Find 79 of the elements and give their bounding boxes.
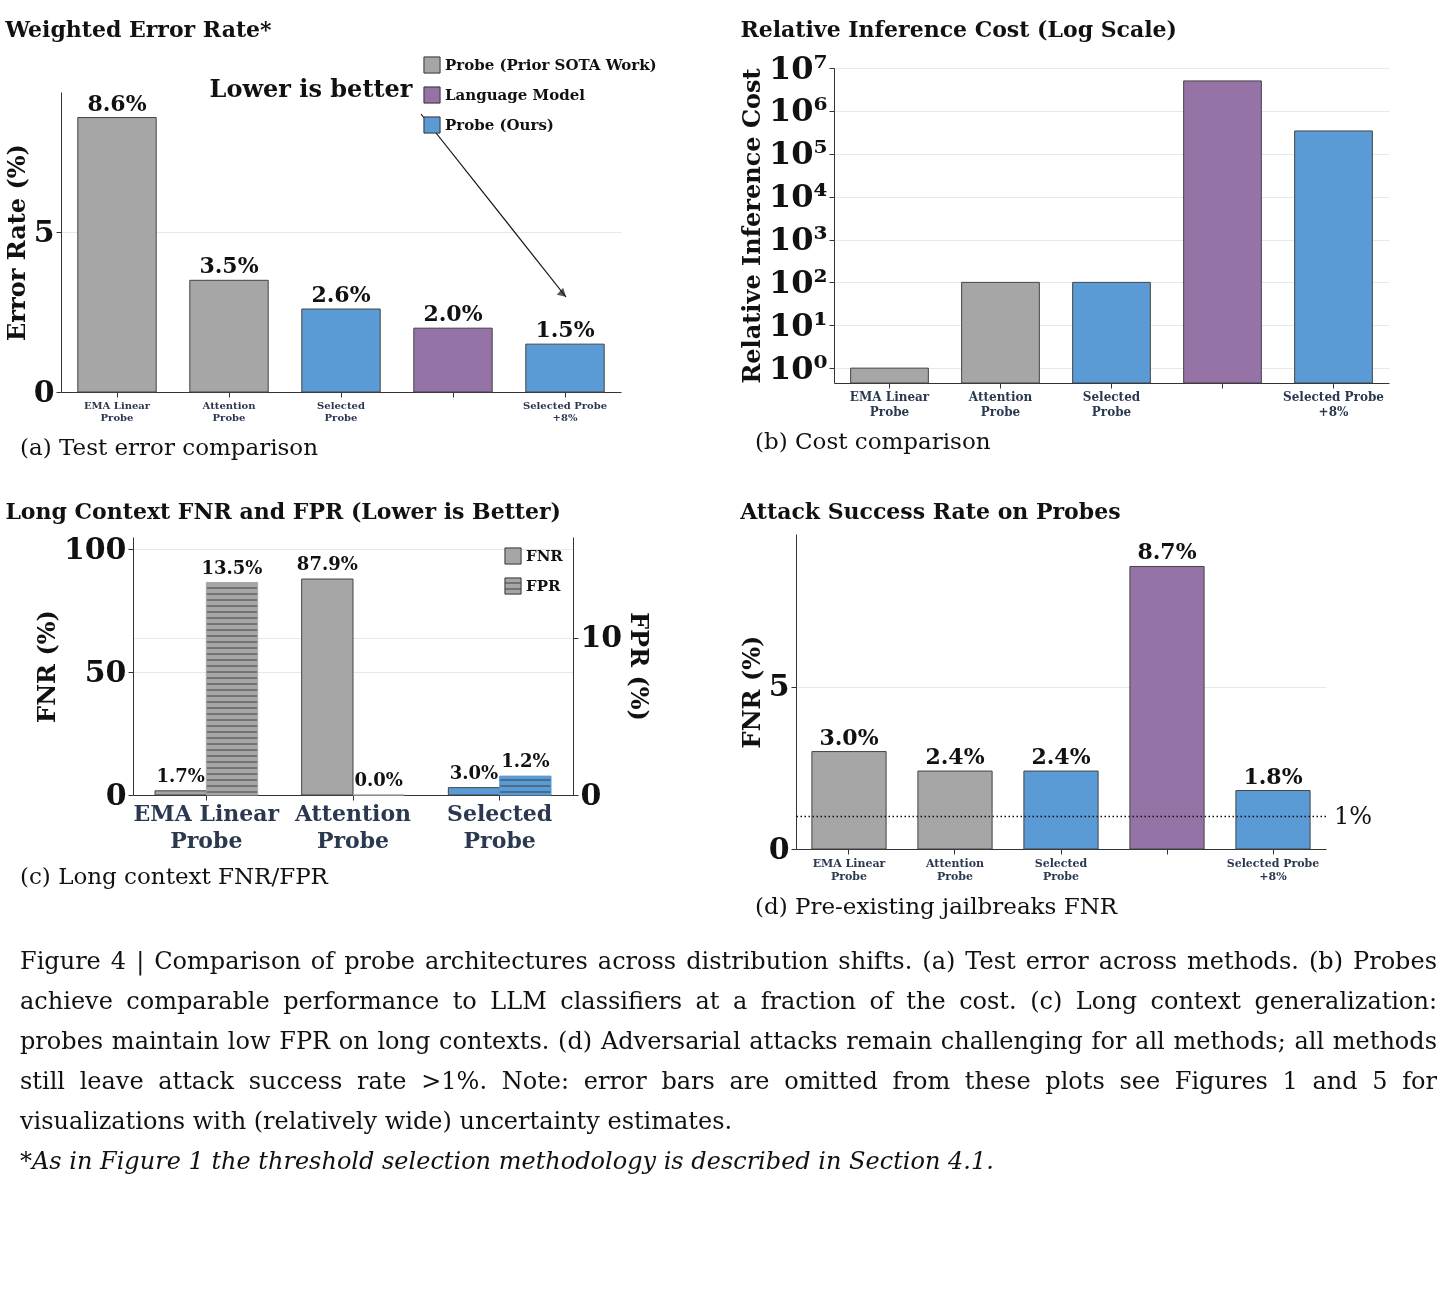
y2-axis-title: FPR (%) (625, 612, 655, 721)
text: (c) Long context FNR/FPR (20, 863, 330, 889)
y-tick-label: 10⁶ (768, 91, 828, 130)
y-tick-label: 10¹ (768, 305, 828, 344)
bar (1023, 770, 1099, 850)
x-tick-label: Attention Probe (201, 399, 257, 423)
data-label: 1.2% (501, 750, 550, 772)
text: (d) Pre-existing jailbreaks FNR (755, 893, 1119, 919)
x-tick-label: Selected Probe (447, 799, 553, 853)
data-label: 8.6% (87, 89, 147, 116)
legend-label: Probe (Ours) (445, 116, 554, 134)
data-label: 2.6% (311, 281, 371, 308)
y-tick-label: 0 (768, 830, 790, 866)
data-label: 3.5% (199, 252, 259, 279)
x-tick-label: Attention Probe (967, 389, 1033, 419)
y-tick-label: 5 (768, 668, 790, 704)
x-tick-label: Selected Probe (317, 399, 365, 423)
legend-label: Probe (Prior SOTA Work) (445, 56, 657, 74)
data-label: 8.7% (1137, 538, 1197, 565)
data-label: 1.5% (535, 316, 595, 343)
y-axis-title: FNR (%) (31, 610, 61, 723)
bar (1129, 565, 1205, 850)
x-tick-label: EMA Linear Probe (83, 399, 151, 423)
y-tick-label: 10⁰ (768, 348, 828, 387)
x-tick-label: EMA Linear Probe (849, 389, 930, 419)
y-tick-label: 10⁷ (768, 48, 828, 87)
bar (1235, 790, 1311, 850)
bar (301, 308, 381, 393)
x-tick-label: Selected Probe (1082, 389, 1141, 419)
legend-label: FNR (526, 547, 564, 565)
legend-label: Language Model (445, 86, 586, 104)
x-tick-label: Attention Probe (293, 799, 412, 853)
bar (811, 751, 887, 850)
y-tick-label: 10² (768, 262, 828, 301)
x-tick-label: Selected Probe +8% (1226, 856, 1320, 884)
text: (a) Test error comparison (20, 434, 320, 460)
legend-label: FPR (526, 577, 561, 595)
chart-title: Attack Success Rate on Probes (739, 498, 1121, 524)
data-label: 1.8% (1243, 762, 1303, 789)
y-tick-label: 10³ (768, 220, 828, 258)
bar (189, 279, 269, 393)
text: *As in Figure 1 the threshold selection methodology is described in Section 4.1. (20, 1146, 995, 1177)
data-label: 2.0% (423, 300, 483, 327)
data-label: 2.4% (925, 743, 985, 770)
annotation: Lower is better (209, 74, 413, 103)
y-tick-label: 5 (33, 213, 55, 249)
ref-line-label: 1% (1334, 801, 1373, 830)
chart-title: Weighted Error Rate* (4, 16, 273, 42)
data-label: 3.0% (449, 761, 499, 783)
data-label: 0.0% (354, 769, 403, 790)
data-label: 1.7% (156, 764, 205, 786)
caption: Figure 4 | Comparison of probe architectures across distribution shifts. (a) Test error across methods. (b) Probes achieve comparable performance to LLM classifiers at a fraction of the cost. (c) Long context generalization: probes maintain low FPR on long contexts. (d) Adversarial attacks remain challenging for all methods; all methods still leave attack success rate >1%. Note: error bars are omitted from these plots see Figures 1 and 5 for visualizations with (relatively wide) uncertainty estimates. (20, 946, 1437, 1137)
y-tick-label: 50 (84, 653, 127, 689)
bar (413, 327, 493, 393)
bar (525, 343, 605, 393)
y-axis-title: FNR (%) (736, 635, 766, 749)
x-tick-label: Attention Probe (924, 856, 985, 884)
chart-title: Relative Inference Cost (Log Scale) (740, 16, 1177, 42)
y2-tick-label: 0 (580, 776, 602, 812)
data-label: 3.0% (819, 723, 879, 750)
y-axis-title: Relative Inference Cost (736, 68, 766, 384)
y2-tick-label: 10 (580, 619, 623, 655)
data-label: 87.9% (296, 553, 358, 575)
bar (917, 770, 993, 850)
data-label: 13.5% (201, 556, 263, 578)
y-tick-label: 100 (63, 530, 127, 566)
x-tick-label: Selected Probe +8% (1283, 389, 1385, 419)
x-tick-label: EMA Linear Probe (812, 856, 886, 884)
y-tick-label: 0 (105, 776, 127, 812)
x-tick-label: Selected Probe +8% (522, 399, 608, 423)
y-tick-label: 10⁴ (768, 177, 828, 216)
x-tick-label: EMA Linear Probe (133, 799, 280, 853)
bar (77, 117, 157, 393)
text: (b) Cost comparison (755, 428, 992, 454)
chart-title: Long Context FNR and FPR (Lower is Better) (5, 498, 561, 525)
data-label: 2.4% (1031, 743, 1091, 770)
x-tick-label: Selected Probe (1034, 856, 1088, 884)
y-axis-title: Error Rate (%) (1, 144, 31, 341)
y-tick-label: 10⁵ (768, 134, 828, 173)
